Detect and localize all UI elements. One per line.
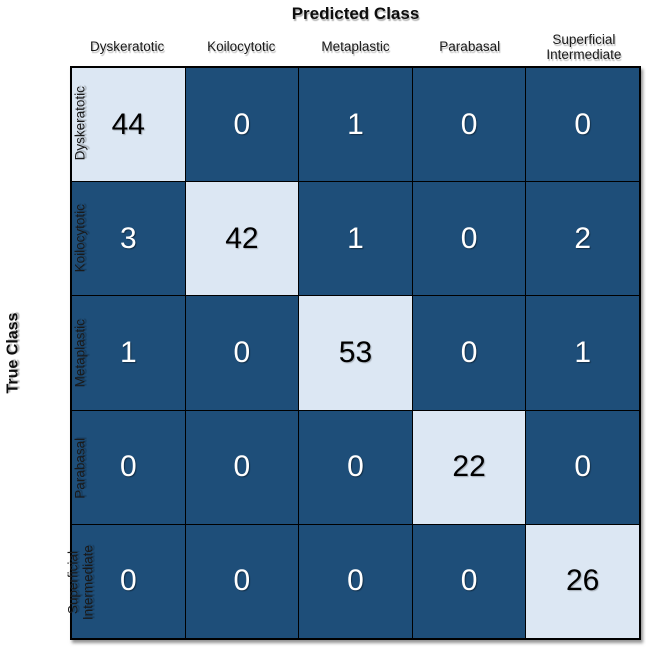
matrix-cell: 0: [72, 410, 185, 524]
matrix-cell: 22: [412, 410, 526, 524]
matrix-cell: 0: [185, 68, 299, 182]
matrix-cell: 1: [72, 296, 185, 410]
row-header: Dyskeratotic: [72, 86, 88, 161]
matrix-grid: 44 0 1 0 0 3 42 1 0 2 1 0 53 0 1 0 0 0 22 0 0 0 0 0 26: [70, 66, 641, 640]
matrix-cell: 0: [412, 524, 526, 638]
column-header: Dyskeratotic: [89, 39, 165, 55]
row-header: Metaplastic: [72, 318, 88, 388]
matrix-cell: 0: [526, 410, 639, 524]
column-headers: Dyskeratotic Koilocytotic Metaplastic Parab…: [70, 28, 641, 66]
matrix-cell: 0: [72, 524, 185, 638]
matrix-cell: 42: [185, 182, 299, 296]
matrix-cell: 0: [185, 296, 299, 410]
column-header: Koilocytotic: [207, 39, 276, 55]
matrix-cell: 53: [299, 296, 412, 410]
row-header: Superficial Intermediate: [65, 545, 95, 621]
matrix-cell: 1: [299, 182, 412, 296]
row-headers: Dyskeratotic Koilocytotic Metaplastic Parab…: [26, 66, 95, 640]
row-header: Parabasal: [72, 437, 88, 499]
column-header: Superficial Intermediate: [546, 31, 622, 62]
matrix-cell: 0: [185, 524, 299, 638]
matrix-cell: 3: [72, 182, 185, 296]
column-header: Parabasal: [439, 39, 501, 55]
y-axis-label-container: True Class: [0, 66, 26, 640]
matrix-cell: 0: [412, 68, 526, 182]
matrix-cell: 2: [526, 182, 639, 296]
predicted-class-title: Predicted Class: [291, 4, 420, 23]
matrix-cell: 44: [72, 68, 185, 182]
row-header: Koilocytotic: [72, 204, 88, 273]
matrix-cell: 26: [526, 524, 639, 638]
matrix-cell: 0: [526, 68, 639, 182]
matrix-cell: 1: [299, 68, 412, 182]
matrix-cell: 0: [412, 296, 526, 410]
matrix-cell: 0: [412, 182, 526, 296]
column-header: Metaplastic: [321, 39, 390, 55]
matrix-cell: 0: [299, 524, 412, 638]
matrix-cell: 0: [299, 410, 412, 524]
matrix-cell: 1: [526, 296, 639, 410]
matrix-cell: 0: [185, 410, 299, 524]
true-class-title: True Class: [4, 312, 21, 394]
